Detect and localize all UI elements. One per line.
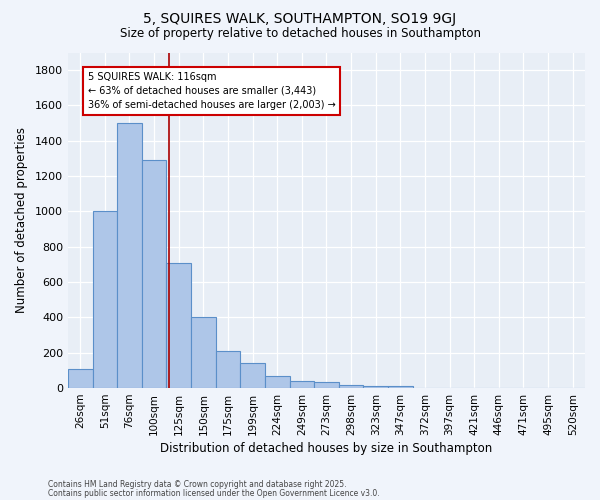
Bar xyxy=(388,386,413,388)
Bar xyxy=(142,160,166,388)
Text: Contains public sector information licensed under the Open Government Licence v3: Contains public sector information licen… xyxy=(48,488,380,498)
X-axis label: Distribution of detached houses by size in Southampton: Distribution of detached houses by size … xyxy=(160,442,493,455)
Bar xyxy=(240,364,265,388)
Text: 5 SQUIRES WALK: 116sqm
← 63% of detached houses are smaller (3,443)
36% of semi-: 5 SQUIRES WALK: 116sqm ← 63% of detached… xyxy=(88,72,335,110)
Text: Size of property relative to detached houses in Southampton: Size of property relative to detached ho… xyxy=(119,28,481,40)
Bar xyxy=(191,318,215,388)
Text: Contains HM Land Registry data © Crown copyright and database right 2025.: Contains HM Land Registry data © Crown c… xyxy=(48,480,347,489)
Bar xyxy=(117,123,142,388)
Bar xyxy=(290,381,314,388)
Bar xyxy=(364,386,388,388)
Bar xyxy=(265,376,290,388)
Bar xyxy=(314,382,339,388)
Bar xyxy=(92,212,117,388)
Bar xyxy=(68,368,92,388)
Text: 5, SQUIRES WALK, SOUTHAMPTON, SO19 9GJ: 5, SQUIRES WALK, SOUTHAMPTON, SO19 9GJ xyxy=(143,12,457,26)
Bar xyxy=(166,262,191,388)
Y-axis label: Number of detached properties: Number of detached properties xyxy=(15,128,28,314)
Bar xyxy=(215,351,240,388)
Bar xyxy=(339,386,364,388)
